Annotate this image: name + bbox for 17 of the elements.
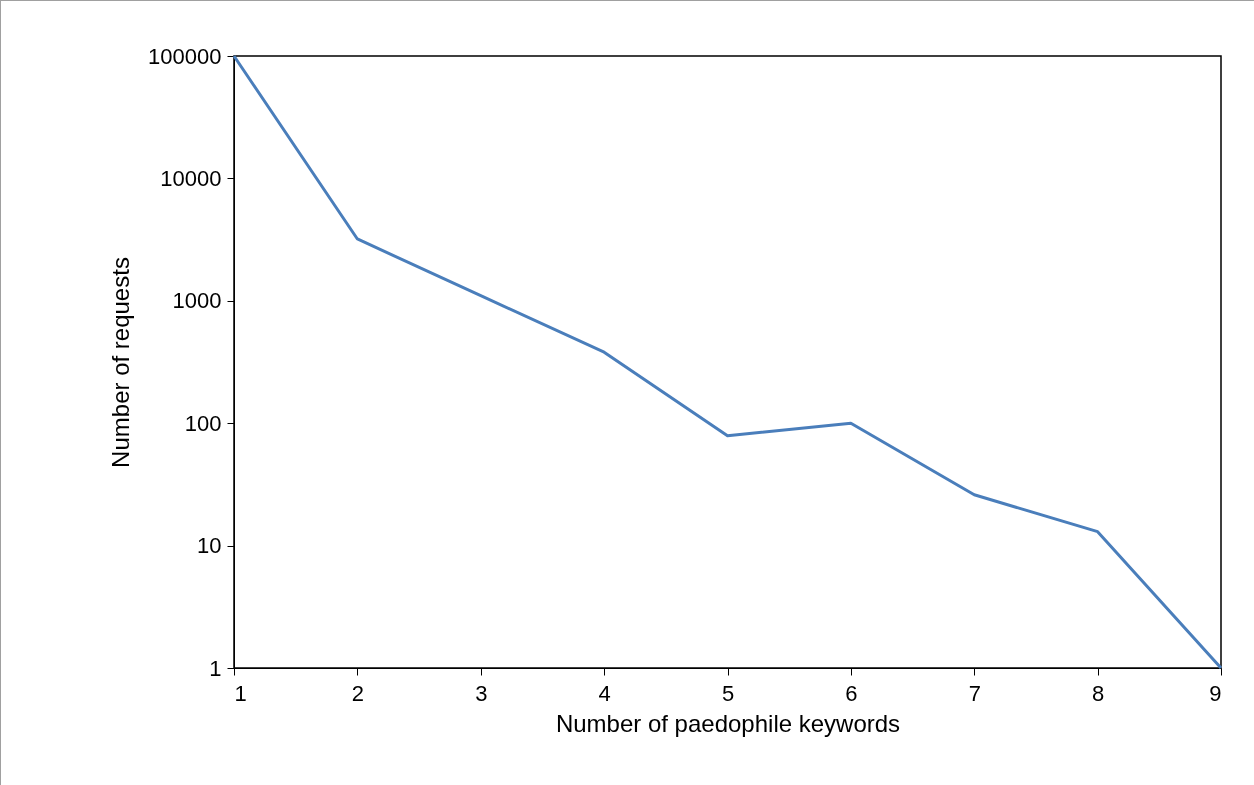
- y-tick-label: 1: [209, 655, 222, 681]
- x-tick-label: 3: [475, 680, 488, 706]
- x-tick-label: 6: [845, 680, 858, 706]
- y-tick-label: 1000: [172, 288, 222, 314]
- y-tick-label: 10: [197, 533, 222, 559]
- y-axis-title: Number of requests: [107, 257, 135, 468]
- x-axis-title: Number of paedophile keywords: [555, 709, 901, 737]
- x-tick-label: 1: [234, 680, 247, 706]
- y-tick-label: 100: [184, 410, 222, 436]
- x-tick-label: 7: [968, 680, 981, 706]
- x-tick-label: 4: [598, 680, 611, 706]
- y-tick-label: 10000: [160, 165, 222, 191]
- x-tick-label: 9: [1209, 680, 1222, 706]
- y-tick-label: 100000: [148, 43, 222, 69]
- x-tick-label: 5: [721, 680, 735, 706]
- x-tick-label: 8: [1092, 680, 1105, 706]
- x-tick-label: 2: [351, 680, 364, 706]
